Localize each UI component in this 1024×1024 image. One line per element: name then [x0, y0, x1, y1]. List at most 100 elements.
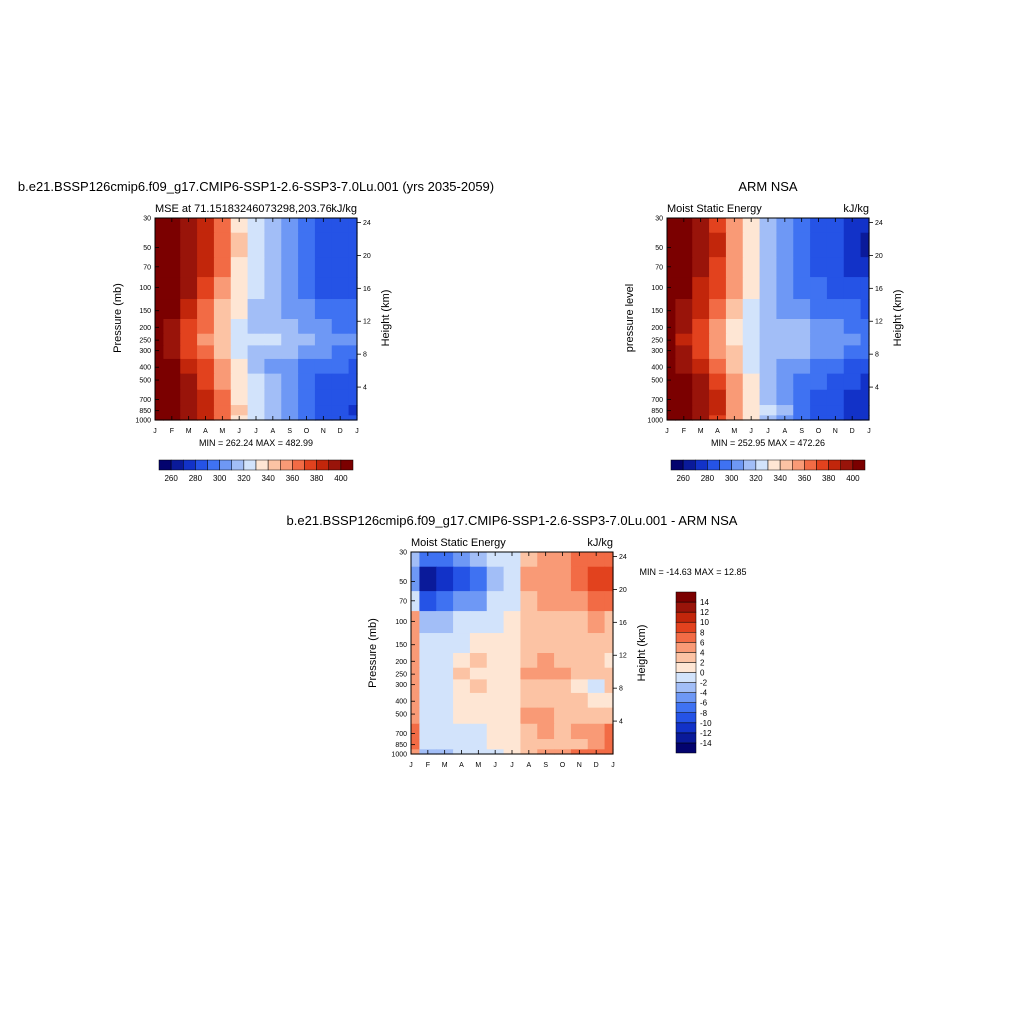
heatmap-cell — [314, 218, 333, 234]
heatmap-cell — [419, 566, 437, 592]
heatmap-cell — [453, 633, 471, 654]
heatmap-cell — [759, 319, 778, 335]
heatmap-cell — [826, 257, 845, 278]
heatmap-cell — [163, 389, 181, 406]
heatmap-cell — [776, 373, 794, 391]
height-tick-label: 16 — [619, 620, 627, 627]
heatmap-cell — [860, 319, 870, 335]
height-tick-label: 8 — [875, 352, 879, 359]
heatmap-cell — [314, 405, 333, 416]
month-tick-label: M — [442, 762, 448, 769]
heatmap-cell — [860, 257, 870, 278]
heatmap-cell — [281, 299, 299, 320]
heatmap-cell — [348, 319, 358, 335]
pressure-tick-label: 700 — [651, 397, 663, 404]
month-tick-label: F — [170, 428, 174, 435]
colorbar-swatch — [675, 652, 697, 663]
heatmap-cell — [469, 692, 488, 709]
heatmap-cell — [436, 552, 454, 568]
heatmap-cell — [843, 277, 862, 300]
heatmap-cell — [197, 373, 215, 391]
heatmap-cell — [843, 373, 862, 391]
heatmap-cell — [180, 232, 198, 258]
month-tick-label: J — [867, 428, 871, 435]
heatmap-cell — [810, 319, 828, 335]
heatmap-cell — [180, 389, 198, 406]
colorbar-swatch — [231, 459, 245, 471]
heatmap-cell — [776, 232, 794, 258]
heatmap-cell — [281, 218, 299, 234]
heatmap-cell — [604, 591, 614, 612]
heatmap-cell — [537, 667, 555, 680]
heatmap-cell — [411, 633, 421, 654]
heatmap-cell — [155, 257, 165, 278]
colorbar-tick-label: -14 — [700, 739, 712, 748]
heatmap-cell — [793, 358, 811, 375]
heatmap-cell — [667, 333, 677, 346]
heatmap-cell — [860, 358, 870, 375]
heatmap-cell — [348, 232, 358, 258]
heatmap-cell — [604, 707, 614, 725]
colorbar-tick-label: 300 — [213, 474, 227, 483]
heatmap-cell — [331, 299, 350, 320]
heatmap-cell — [348, 345, 358, 360]
heatmap-cell — [675, 389, 693, 406]
heatmap-cell — [486, 692, 505, 709]
pressure-tick-label: 500 — [395, 712, 407, 719]
heatmap-cell — [453, 692, 471, 709]
panel-obs: ARM NSA Moist Static Energy kJ/kg pressu… — [624, 179, 904, 483]
heatmap-cell — [860, 389, 870, 406]
heatmap-cell — [247, 333, 266, 346]
heatmap-cell — [453, 723, 471, 740]
heatmap-cell — [826, 333, 845, 346]
month-tick-label: N — [833, 428, 838, 435]
heatmap-cell — [570, 653, 589, 669]
colorbar-tick-label: 400 — [846, 474, 860, 483]
heatmap-cell — [155, 358, 165, 375]
heatmap-cell — [604, 667, 614, 680]
heatmap-cell — [331, 232, 350, 258]
heatmap-cell — [264, 358, 282, 375]
heatmap-cell — [247, 358, 266, 375]
month-tick-label: A — [270, 428, 275, 435]
heatmap-cell — [520, 667, 538, 680]
heatmap-cell — [419, 723, 437, 740]
heatmap-cell — [436, 739, 454, 750]
colorbar-swatch — [675, 692, 697, 703]
heatmap-cell — [554, 611, 572, 634]
heatmap-cell — [570, 679, 589, 694]
heatmap-cell — [197, 358, 215, 375]
month-tick-label: J — [611, 762, 615, 769]
heatmap-cell — [675, 333, 693, 346]
heatmap-cell — [570, 692, 589, 709]
colorbar-tick-label: -8 — [700, 709, 708, 718]
heatmap-cell — [331, 373, 350, 391]
pressure-tick-label: 70 — [655, 264, 663, 271]
heatmap-cell — [810, 218, 828, 234]
heatmap-cell — [860, 232, 870, 258]
heatmap-cell — [709, 319, 727, 335]
heatmap-cell — [503, 653, 522, 669]
heatmap-cell — [675, 358, 693, 375]
heatmap-cell — [776, 257, 794, 278]
heatmap-cell — [486, 667, 505, 680]
heatmap-cell — [180, 257, 198, 278]
heatmap-cell — [486, 653, 505, 669]
pressure-tick-label: 850 — [395, 742, 407, 749]
month-tick-label: A — [715, 428, 720, 435]
pressure-tick-label: 70 — [399, 598, 407, 605]
heatmap-cell — [281, 405, 299, 416]
pressure-tick-label: 70 — [143, 264, 151, 271]
colorbar-swatch — [316, 459, 329, 471]
heatmap-cell — [843, 345, 862, 360]
heatmap-cell — [759, 299, 778, 320]
heatmap-cell — [314, 277, 333, 300]
heatmap-cell — [411, 739, 421, 750]
heatmap-cell — [537, 739, 555, 750]
heatmap-cell — [180, 299, 198, 320]
colorbar-tick-label: 320 — [749, 474, 763, 483]
heatmap-cell — [155, 389, 165, 406]
heatmap-cell — [314, 389, 333, 406]
heatmap-cell — [793, 319, 811, 335]
panel-diff-ylabel-right: Height (km) — [636, 625, 648, 682]
